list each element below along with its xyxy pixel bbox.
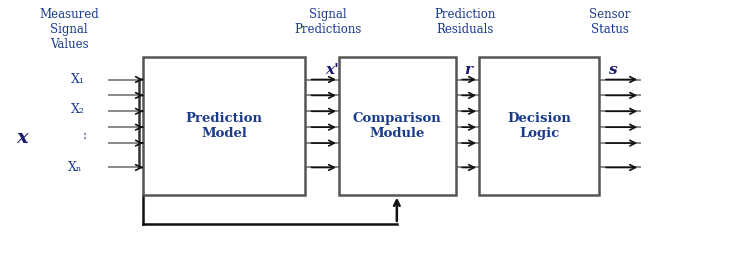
Text: Prediction
Residuals: Prediction Residuals — [434, 8, 495, 36]
Text: X₁: X₁ — [71, 73, 84, 86]
Text: Comparison
Module: Comparison Module — [352, 112, 441, 140]
Bar — [479, 57, 599, 195]
Text: x: x — [17, 129, 29, 147]
Text: Decision
Logic: Decision Logic — [508, 112, 571, 140]
Text: Sensor
Status: Sensor Status — [590, 8, 630, 36]
Text: X₂: X₂ — [71, 103, 84, 116]
Text: s: s — [608, 63, 617, 77]
Text: Signal
Predictions: Signal Predictions — [294, 8, 361, 36]
Text: :: : — [83, 129, 87, 142]
Text: x': x' — [325, 63, 339, 77]
Text: Xₙ: Xₙ — [68, 161, 82, 174]
Bar — [339, 57, 456, 195]
Text: r: r — [464, 63, 472, 77]
Text: Prediction
Model: Prediction Model — [185, 112, 263, 140]
Bar — [143, 57, 305, 195]
Text: Measured
Signal
Values: Measured Signal Values — [39, 8, 99, 51]
